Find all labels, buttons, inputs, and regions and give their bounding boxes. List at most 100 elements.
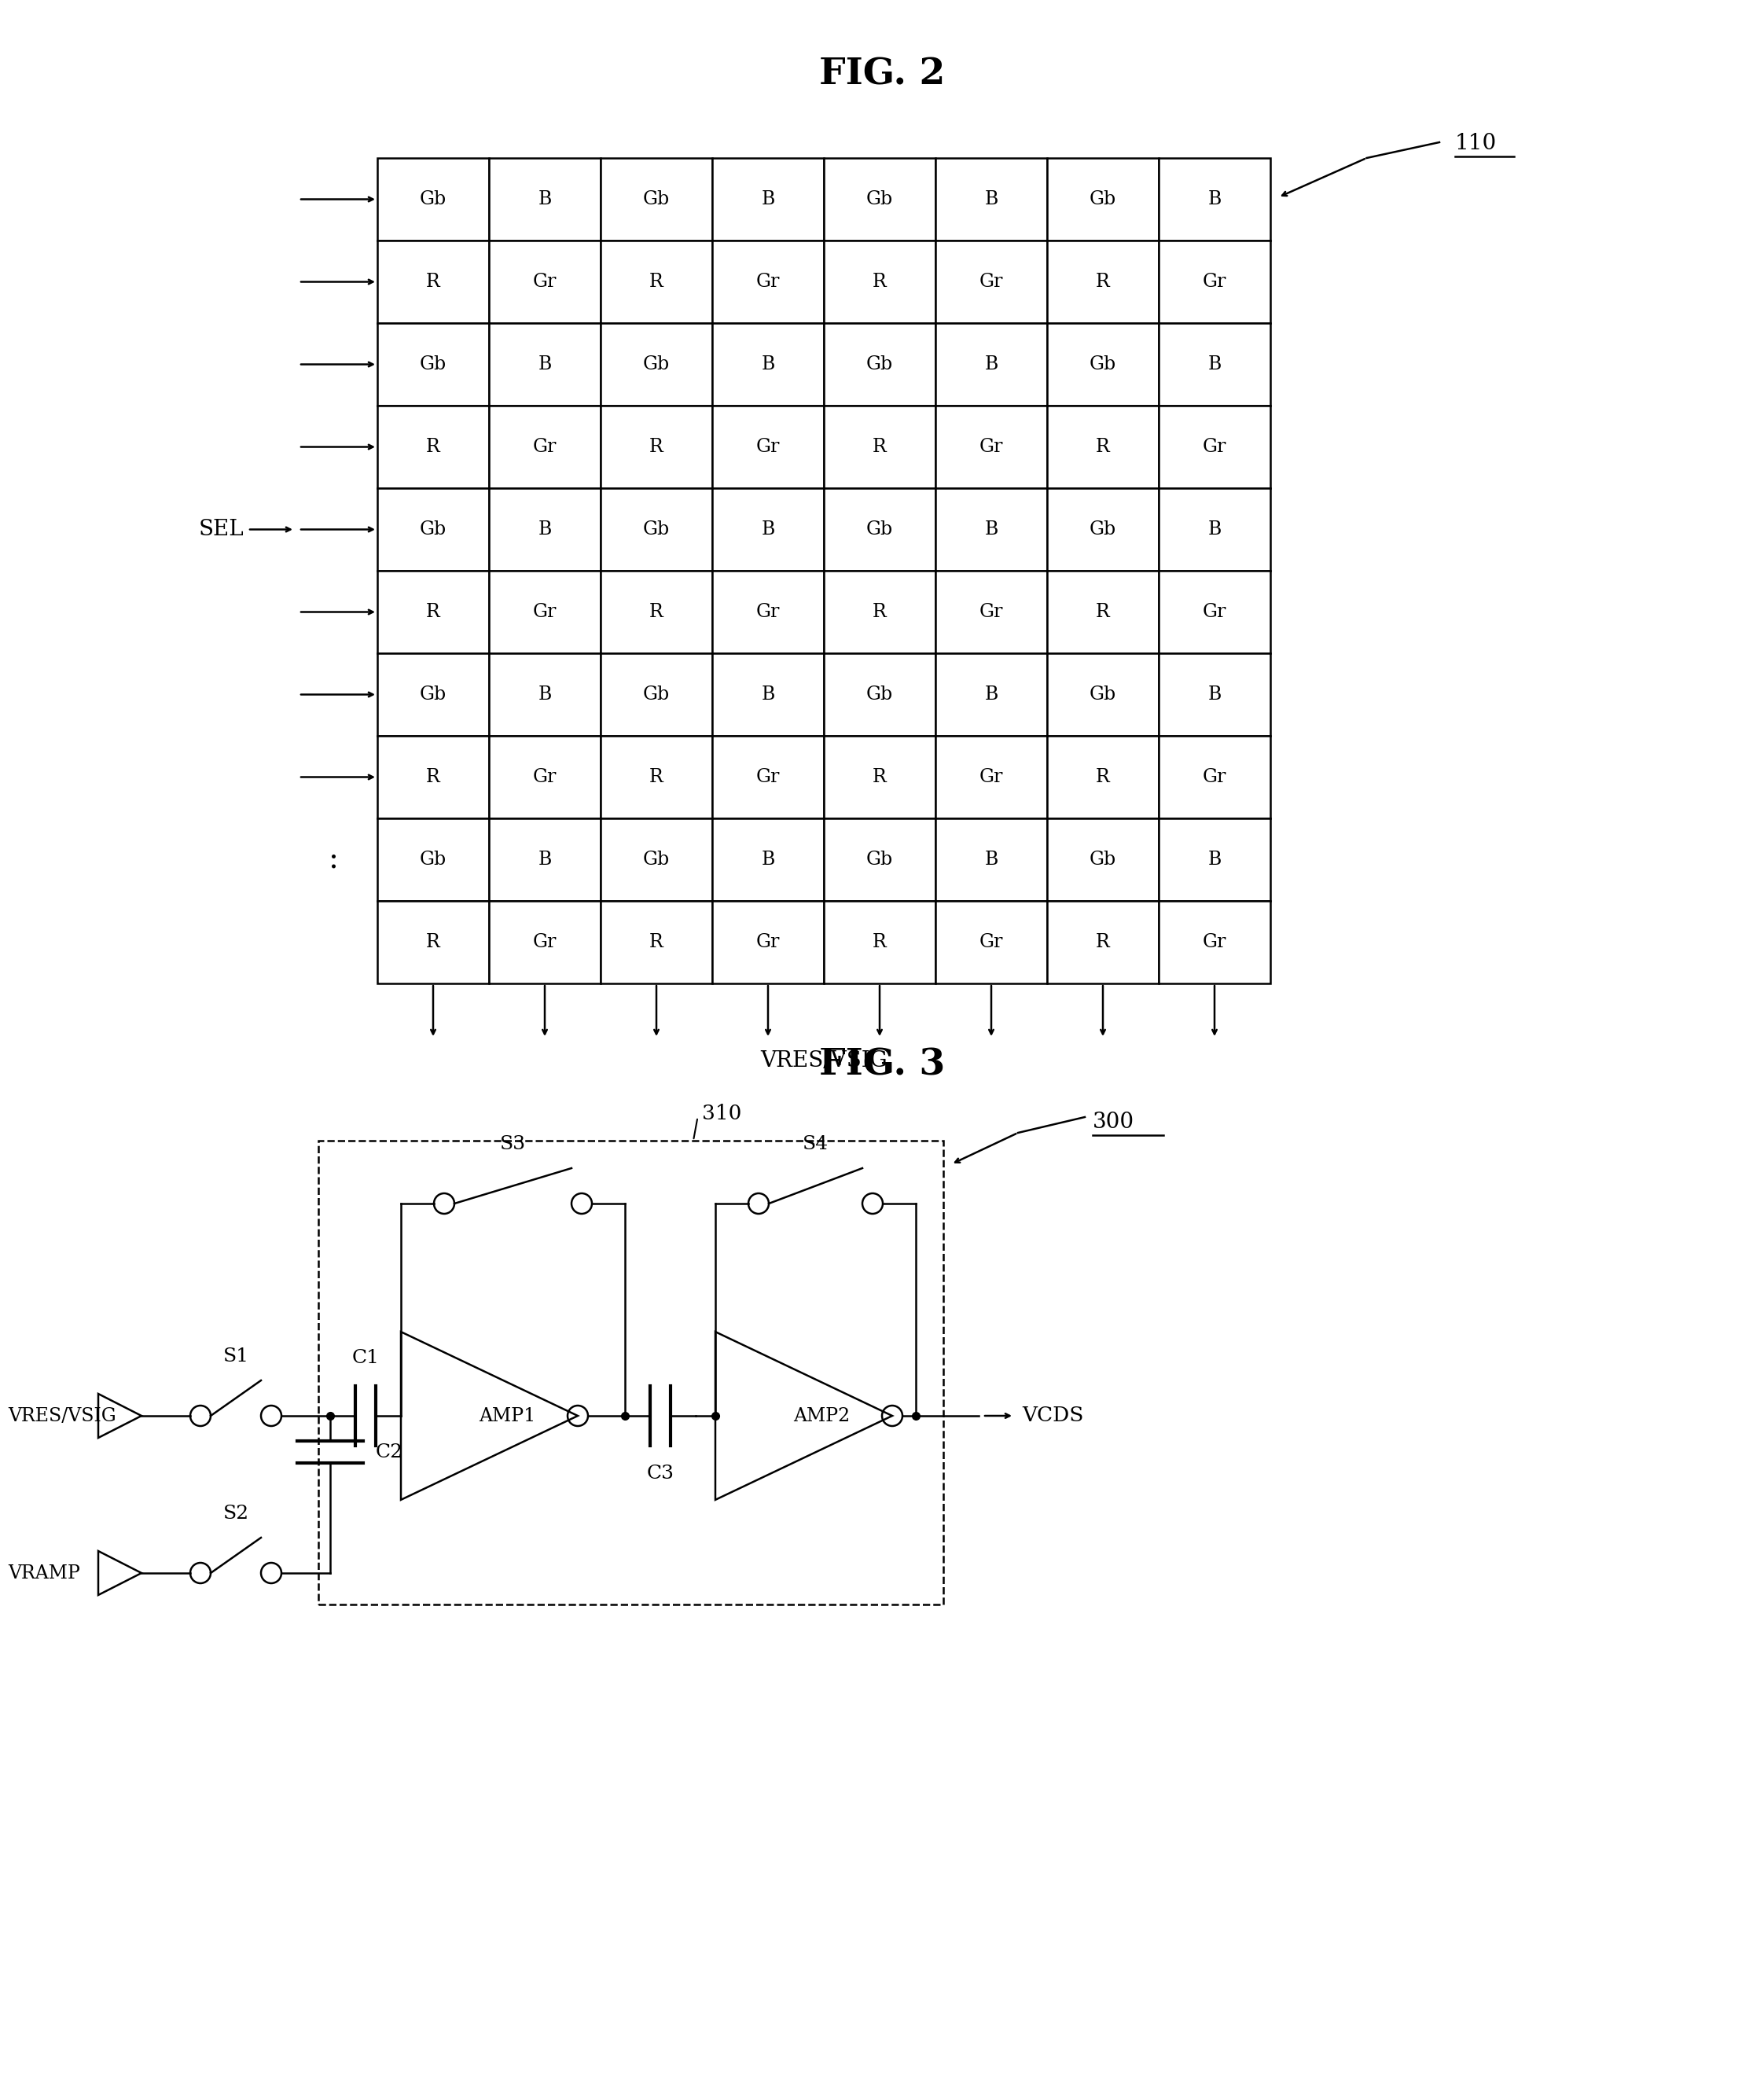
Bar [377,240,489,323]
Text: Gb: Gb [642,850,670,869]
Bar [824,158,935,240]
Text: Gb: Gb [1090,686,1117,704]
Bar [1048,819,1159,900]
Bar [1159,652,1270,736]
Text: S1: S1 [222,1348,249,1365]
Text: AMP2: AMP2 [794,1407,850,1425]
Text: VCDS: VCDS [1021,1407,1083,1425]
Text: C1: C1 [351,1348,379,1367]
Bar [377,488,489,571]
Bar [377,158,489,240]
Text: Gr: Gr [757,769,780,786]
Text: B: B [762,850,774,869]
Bar [377,819,489,900]
Bar [935,240,1048,323]
Bar [1048,900,1159,984]
Text: R: R [427,438,439,456]
Bar [824,900,935,984]
Text: B: B [538,850,552,869]
Text: Gr: Gr [1203,934,1226,950]
Bar [935,819,1048,900]
Text: Gb: Gb [1090,190,1117,208]
Text: FIG. 2: FIG. 2 [818,56,946,92]
Bar [1159,571,1270,652]
Text: Gr: Gr [979,602,1004,621]
Bar [377,406,489,488]
Bar [600,571,713,652]
Bar [1048,406,1159,488]
Text: Gb: Gb [420,686,446,704]
Bar [713,323,824,406]
Text: Gb: Gb [866,850,893,869]
Text: Gb: Gb [866,521,893,538]
Text: 300: 300 [1092,1111,1134,1134]
Text: S2: S2 [222,1505,249,1523]
Text: R: R [649,769,663,786]
Bar [713,158,824,240]
Text: R: R [649,438,663,456]
Bar [1048,488,1159,571]
Text: Gr: Gr [533,273,557,292]
Text: :: : [328,846,339,873]
Text: B: B [538,356,552,373]
Text: Gb: Gb [1090,356,1117,373]
Bar [600,900,713,984]
Text: B: B [762,521,774,538]
Bar [713,240,824,323]
Bar [824,652,935,736]
Bar [824,406,935,488]
Bar [824,819,935,900]
Bar [713,488,824,571]
Text: B: B [762,356,774,373]
Bar [377,652,489,736]
Bar [489,406,600,488]
Bar [1159,240,1270,323]
Bar [935,652,1048,736]
Bar [1048,240,1159,323]
Text: Gb: Gb [1090,521,1117,538]
Text: Gb: Gb [642,190,670,208]
Text: Gr: Gr [533,438,557,456]
Bar [713,736,824,819]
Text: S3: S3 [499,1136,526,1155]
Text: R: R [873,934,887,950]
Text: R: R [873,602,887,621]
Text: Gb: Gb [420,356,446,373]
Text: Gb: Gb [866,686,893,704]
Text: Gr: Gr [1203,438,1226,456]
Text: Gr: Gr [979,934,1004,950]
Text: Gb: Gb [642,521,670,538]
Bar [713,819,824,900]
Text: Gr: Gr [533,769,557,786]
Bar [935,158,1048,240]
Bar [1159,736,1270,819]
Bar [600,652,713,736]
Text: R: R [873,438,887,456]
Text: Gb: Gb [642,356,670,373]
Bar [1048,158,1159,240]
Bar [824,488,935,571]
Text: SEL: SEL [198,519,243,540]
Bar [1048,652,1159,736]
Text: Gr: Gr [1203,602,1226,621]
Text: B: B [984,356,998,373]
Text: B: B [984,850,998,869]
Bar [713,406,824,488]
Text: R: R [1095,602,1110,621]
Text: S4: S4 [803,1136,829,1155]
Bar [377,900,489,984]
Bar [713,652,824,736]
Text: Gr: Gr [1203,769,1226,786]
Bar [935,406,1048,488]
Bar [600,158,713,240]
Text: B: B [1208,521,1221,538]
Text: B: B [538,686,552,704]
Bar [600,488,713,571]
Bar [489,488,600,571]
Bar [600,240,713,323]
Text: B: B [762,686,774,704]
Text: R: R [427,769,439,786]
Bar [489,652,600,736]
Text: Gr: Gr [757,273,780,292]
Text: Gb: Gb [642,686,670,704]
